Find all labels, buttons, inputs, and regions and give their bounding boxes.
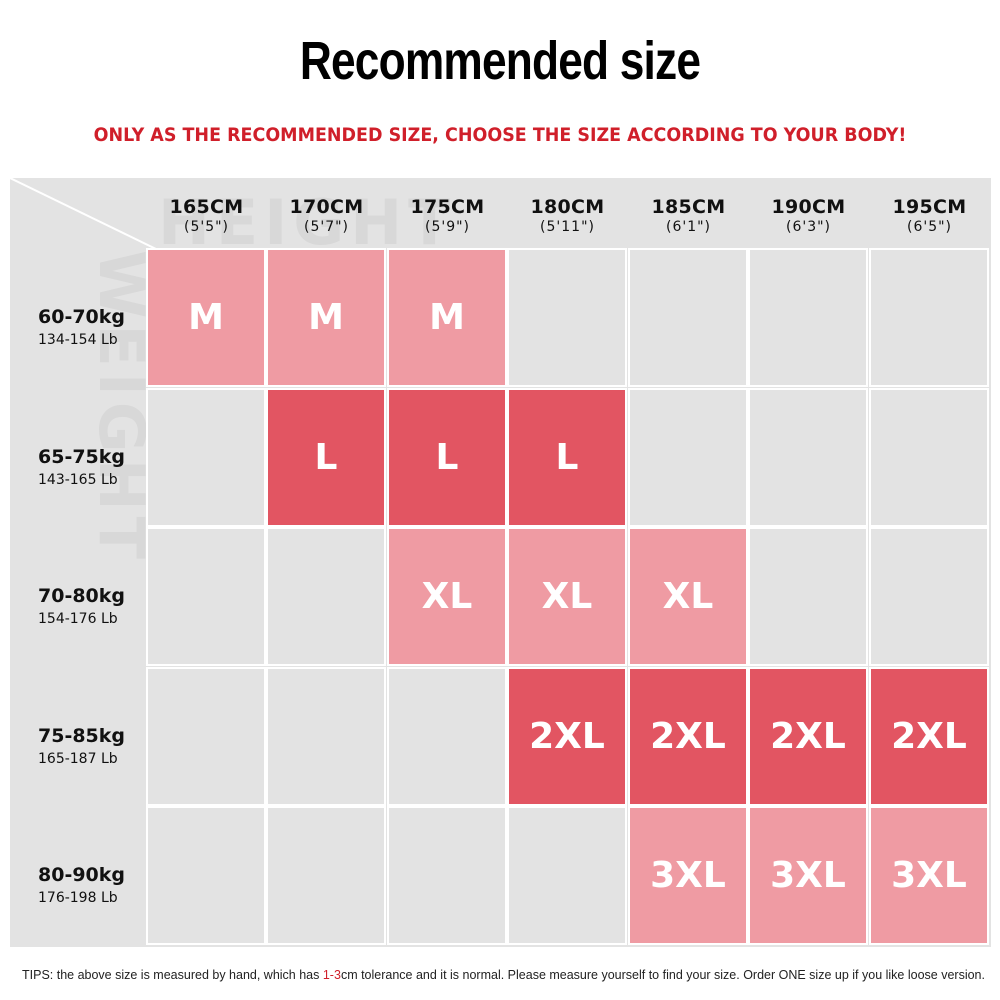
- column-header-3: 175CM (5'9"): [388, 196, 507, 235]
- size-cell: 3XL: [869, 806, 989, 945]
- empty-cell: [266, 667, 386, 806]
- empty-cell: [748, 527, 868, 666]
- row-weight-kg: 70-80kg: [38, 585, 126, 607]
- size-cell: L: [266, 388, 386, 527]
- column-height-cm: 175CM: [410, 196, 485, 218]
- tips-text-before: TIPS: the above size is measured by hand…: [22, 968, 323, 982]
- size-cell: M: [266, 248, 386, 387]
- row-weight-kg: 75-85kg: [38, 725, 126, 747]
- empty-cell: [507, 806, 627, 945]
- size-cell: M: [146, 248, 266, 387]
- column-height-cm: 165CM: [169, 196, 244, 218]
- row-weight-lb: 154-176 Lb: [38, 611, 118, 627]
- column-height-cm: 195CM: [892, 196, 967, 218]
- empty-cell: [146, 388, 266, 527]
- empty-cell: [146, 667, 266, 806]
- empty-cell: [748, 248, 868, 387]
- row-header-1: 60-70kg 134-154 Lb: [38, 306, 156, 348]
- empty-cell: [869, 388, 989, 527]
- empty-cell: [628, 248, 748, 387]
- size-cell: 2XL: [628, 667, 748, 806]
- empty-cell: [869, 248, 989, 387]
- empty-cell: [869, 527, 989, 666]
- size-cell: L: [507, 388, 627, 527]
- row-weight-lb: 134-154 Lb: [38, 332, 118, 348]
- empty-cell: [266, 806, 386, 945]
- empty-cell: [628, 388, 748, 527]
- row-weight-lb: 165-187 Lb: [38, 751, 118, 767]
- weight-watermark-text: WEIGHT: [85, 250, 158, 565]
- column-header-2: 170CM (5'7"): [267, 196, 386, 235]
- column-height-cm: 180CM: [530, 196, 605, 218]
- column-height-ft: (5'11"): [540, 219, 595, 235]
- size-cell: 2XL: [869, 667, 989, 806]
- row-header-5: 80-90kg 176-198 Lb: [38, 864, 156, 906]
- size-cell: 3XL: [748, 806, 868, 945]
- empty-cell: [146, 527, 266, 666]
- row-weight-kg: 65-75kg: [38, 446, 126, 468]
- column-header-6: 190CM (6'3"): [749, 196, 868, 235]
- empty-cell: [266, 527, 386, 666]
- row-header-4: 75-85kg 165-187 Lb: [38, 725, 156, 767]
- empty-cell: [387, 806, 507, 945]
- row-weight-lb: 143-165 Lb: [38, 472, 118, 488]
- size-cell: M: [387, 248, 507, 387]
- column-height-ft: (6'1"): [665, 219, 712, 235]
- column-height-ft: (6'3"): [785, 219, 832, 235]
- recommendation-notice: ONLY AS THE RECOMMENDED SIZE, CHOOSE THE…: [93, 124, 907, 146]
- column-header-1: 165CM (5'5"): [147, 196, 266, 235]
- row-weight-kg: 80-90kg: [38, 864, 126, 886]
- tips-text-after: cm tolerance and it is normal. Please me…: [340, 968, 985, 982]
- row-header-2: 65-75kg 143-165 Lb: [38, 446, 156, 488]
- column-height-ft: (5'9"): [424, 219, 471, 235]
- row-header-3: 70-80kg 154-176 Lb: [38, 585, 156, 627]
- tips-tolerance-highlight: 1-3: [322, 968, 341, 982]
- row-weight-lb: 176-198 Lb: [38, 890, 118, 906]
- size-cell: L: [387, 388, 507, 527]
- tips-note: TIPS: the above size is measured by hand…: [22, 968, 992, 982]
- column-height-ft: (5'7"): [303, 219, 350, 235]
- corner-diagonal: [10, 178, 158, 250]
- size-cell: XL: [628, 527, 748, 666]
- empty-cell: [507, 248, 627, 387]
- column-header-7: 195CM (6'5"): [870, 196, 989, 235]
- size-cell: XL: [507, 527, 627, 666]
- column-height-cm: 190CM: [771, 196, 846, 218]
- empty-cell: [387, 667, 507, 806]
- column-header-5: 185CM (6'1"): [629, 196, 748, 235]
- column-header-4: 180CM (5'11"): [508, 196, 627, 235]
- size-cell: 2XL: [748, 667, 868, 806]
- column-height-cm: 185CM: [651, 196, 726, 218]
- height-watermark: HEIGHT: [158, 186, 457, 259]
- column-height-ft: (6'5"): [906, 219, 953, 235]
- size-chart: HEIGHT WEIGHT 165CM (5'5") 170CM (5'7") 175C…: [10, 178, 991, 947]
- size-cell: 3XL: [628, 806, 748, 945]
- page-title: Recommended size: [299, 31, 701, 91]
- empty-cell: [748, 388, 868, 527]
- size-cell: 2XL: [507, 667, 627, 806]
- column-height-cm: 170CM: [289, 196, 364, 218]
- size-cell: XL: [387, 527, 507, 666]
- column-height-ft: (5'5"): [183, 219, 230, 235]
- row-weight-kg: 60-70kg: [38, 306, 126, 328]
- empty-cell: [146, 806, 266, 945]
